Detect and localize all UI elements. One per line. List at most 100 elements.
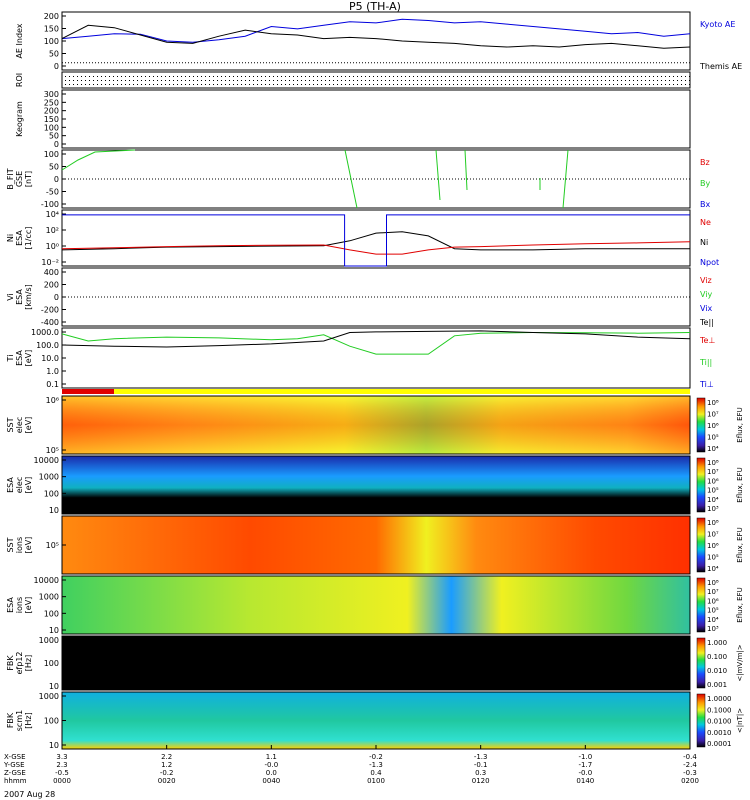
roi-dot — [525, 80, 526, 81]
roi-dot — [561, 84, 562, 85]
ylabel: [eV] — [24, 477, 33, 494]
axis-row-value: 2.2 — [161, 753, 172, 761]
roi-dot — [257, 80, 258, 81]
roi-dot — [637, 76, 638, 77]
axis-row-value: 1.2 — [161, 761, 172, 769]
axis-row-value: -0.2 — [160, 769, 174, 777]
roi-dot — [277, 76, 278, 77]
roi-dot — [669, 84, 670, 85]
roi-dot — [137, 84, 138, 85]
roi-dot — [601, 80, 602, 81]
roi-dot — [149, 76, 150, 77]
roi-dot — [593, 84, 594, 85]
roi-dot — [137, 76, 138, 77]
roi-dot — [465, 76, 466, 77]
roi-dot — [169, 84, 170, 85]
roi-dot — [445, 80, 446, 81]
ytick-label: 10 — [49, 741, 59, 750]
roi-dot — [589, 80, 590, 81]
roi-dot — [333, 84, 334, 85]
axis-row-value: 0020 — [158, 777, 176, 785]
roi-dot — [621, 84, 622, 85]
roi-dot — [449, 80, 450, 81]
roi-dot — [293, 80, 294, 81]
roi-dot — [341, 80, 342, 81]
spectrogram-fbk2 — [62, 692, 690, 749]
roi-dot — [405, 80, 406, 81]
roi-dot — [329, 84, 330, 85]
roi-dot — [593, 80, 594, 81]
roi-dot — [485, 76, 486, 77]
colorbar — [696, 517, 706, 573]
roi-dot — [101, 84, 102, 85]
roi-dot — [117, 80, 118, 81]
panel-fbk2: 1000 100 10 FBK scm1 [Hz] 1.0000 0.1000 0.0100 0.… — [6, 691, 744, 750]
roi-dot — [437, 84, 438, 85]
roi-dot — [225, 84, 226, 85]
roi-dot — [93, 84, 94, 85]
roi-dot — [297, 80, 298, 81]
ylabel: SST — [6, 537, 15, 552]
roi-dot — [161, 80, 162, 81]
roi-dot — [369, 76, 370, 77]
axis-row-value: 3.3 — [56, 753, 67, 761]
roi-dot — [301, 80, 302, 81]
spectrogram-overlay — [62, 396, 690, 454]
roi-dot — [361, 76, 362, 77]
ytick-label: 50 — [49, 50, 59, 59]
roi-dot — [141, 84, 142, 85]
roi-dot — [289, 76, 290, 77]
roi-dot — [213, 84, 214, 85]
roi-dot — [153, 76, 154, 77]
colorbar-tick: 10⁴ — [707, 496, 719, 504]
roi-dot — [397, 76, 398, 77]
roi-dot — [381, 76, 382, 77]
ylabel: ESA — [6, 477, 15, 493]
roi-dot — [133, 80, 134, 81]
roi-dot — [445, 84, 446, 85]
roi-dot — [273, 80, 274, 81]
roi-dot — [533, 80, 534, 81]
roi-dot — [489, 76, 490, 77]
axis-row-value: -0.2 — [369, 753, 383, 761]
roi-dot — [437, 76, 438, 77]
colorbar-label: Eflux, EFU — [736, 527, 744, 562]
roi-dot — [157, 80, 158, 81]
roi-dot — [165, 80, 166, 81]
roi-dot — [89, 76, 90, 77]
roi-dot — [273, 84, 274, 85]
roi-dot — [377, 80, 378, 81]
roi-dot — [93, 76, 94, 77]
roi-dot — [357, 80, 358, 81]
roi-dot — [197, 80, 198, 81]
roi-dot — [573, 80, 574, 81]
roi-dot — [581, 84, 582, 85]
roi-dot — [517, 84, 518, 85]
colorbar-tick: 0.0001 — [707, 740, 732, 748]
legend-entry: Kyoto AE — [700, 20, 735, 29]
colorbar-label: Eflux, EFU — [736, 407, 744, 442]
roi-dot — [241, 80, 242, 81]
roi-dot — [577, 80, 578, 81]
roi-dot — [653, 84, 654, 85]
roi-dot — [109, 84, 110, 85]
ytick-label: 250 — [44, 98, 59, 107]
roi-dot — [313, 84, 314, 85]
roi-dot — [557, 84, 558, 85]
roi-dot — [381, 80, 382, 81]
roi-dot — [389, 84, 390, 85]
roi-dot — [505, 76, 506, 77]
roi-dot — [101, 80, 102, 81]
roi-dot — [681, 84, 682, 85]
roi-dot — [205, 80, 206, 81]
roi-dot — [473, 76, 474, 77]
series-ti- — [61, 331, 691, 355]
ytick-label: 150 — [44, 115, 59, 124]
roi-dot — [125, 76, 126, 77]
roi-dot — [605, 76, 606, 77]
spectrogram-esa_i — [62, 576, 690, 634]
roi-dot — [105, 76, 106, 77]
ylabel: [eV] — [24, 597, 33, 614]
roi-dot — [357, 84, 358, 85]
